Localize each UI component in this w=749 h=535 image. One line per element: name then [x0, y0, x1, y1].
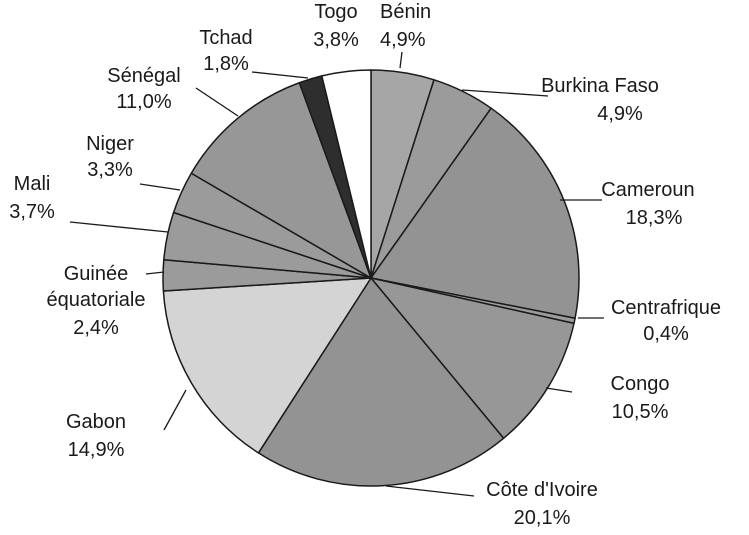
leader-line-gabon [163, 389, 187, 431]
slice-value-centrafrique: 0,4% [643, 323, 689, 345]
pie-slice-congo [370, 277, 575, 440]
slice-value-cameroun: 18,3% [626, 207, 683, 229]
slice-value-benin: 4,9% [380, 29, 426, 51]
slice-name-benin: Bénin [380, 1, 431, 23]
slice-value-burkina-faso: 4,9% [597, 103, 643, 125]
slice-name-cameroun: Cameroun [601, 179, 694, 201]
leader-line-niger [139, 183, 181, 191]
pie-slice-gabon [162, 277, 372, 454]
slice-name-mali: Mali [14, 173, 51, 195]
leader-line-cote-d-ivoire [385, 485, 475, 497]
slice-name-cote-d-ivoire: Côte d'Ivoire [486, 479, 598, 501]
slice-name-togo: Togo [314, 1, 357, 23]
pie-slice-togo [321, 69, 372, 279]
slice-name-congo: Congo [611, 373, 670, 395]
slice-value-senegal: 11,0% [116, 91, 171, 113]
slice-name-gabon: Gabon [66, 411, 126, 433]
slice-name-guinee-equatoriale: Guinée [64, 263, 129, 285]
leader-line-tchad [251, 71, 309, 79]
slice-value-congo: 10,5% [612, 401, 669, 423]
slice-value-cote-d-ivoire: 20,1% [514, 507, 571, 529]
slice-name-guinee-equatoriale: équatoriale [47, 289, 146, 311]
slice-value-niger: 3,3% [87, 159, 133, 181]
leader-line-congo [545, 387, 573, 393]
pie-slices [162, 69, 580, 487]
slice-labels: Bénin 4,9% Burkina Faso 4,9% Cameroun 18,3% Ce… [9, 1, 721, 529]
slice-name-tchad: Tchad [199, 27, 252, 49]
slice-value-tchad: 1,8% [203, 53, 249, 75]
slice-value-gabon: 14,9% [68, 439, 125, 461]
slice-name-centrafrique: Centrafrique [611, 297, 721, 319]
slice-name-senegal: Sénégal [107, 65, 180, 87]
leader-lines [69, 51, 604, 497]
leader-line-guinee-equatoriale [145, 271, 165, 275]
leader-line-senegal [195, 87, 239, 117]
pie-slice-senegal [190, 81, 372, 279]
leader-line-mali [69, 221, 169, 233]
slice-name-niger: Niger [86, 133, 134, 155]
slice-name-burkina-faso: Burkina Faso [541, 75, 659, 97]
leader-line-benin [399, 51, 403, 69]
pie-slice-cote-d-ivoire [257, 277, 505, 487]
pie-slice-cameroun [370, 107, 580, 320]
slice-value-togo: 3,8% [313, 29, 359, 51]
leader-line-burkina-faso [461, 89, 549, 97]
slice-value-guinee-equatoriale: 2,4% [73, 317, 119, 339]
slice-value-mali: 3,7% [9, 201, 55, 223]
